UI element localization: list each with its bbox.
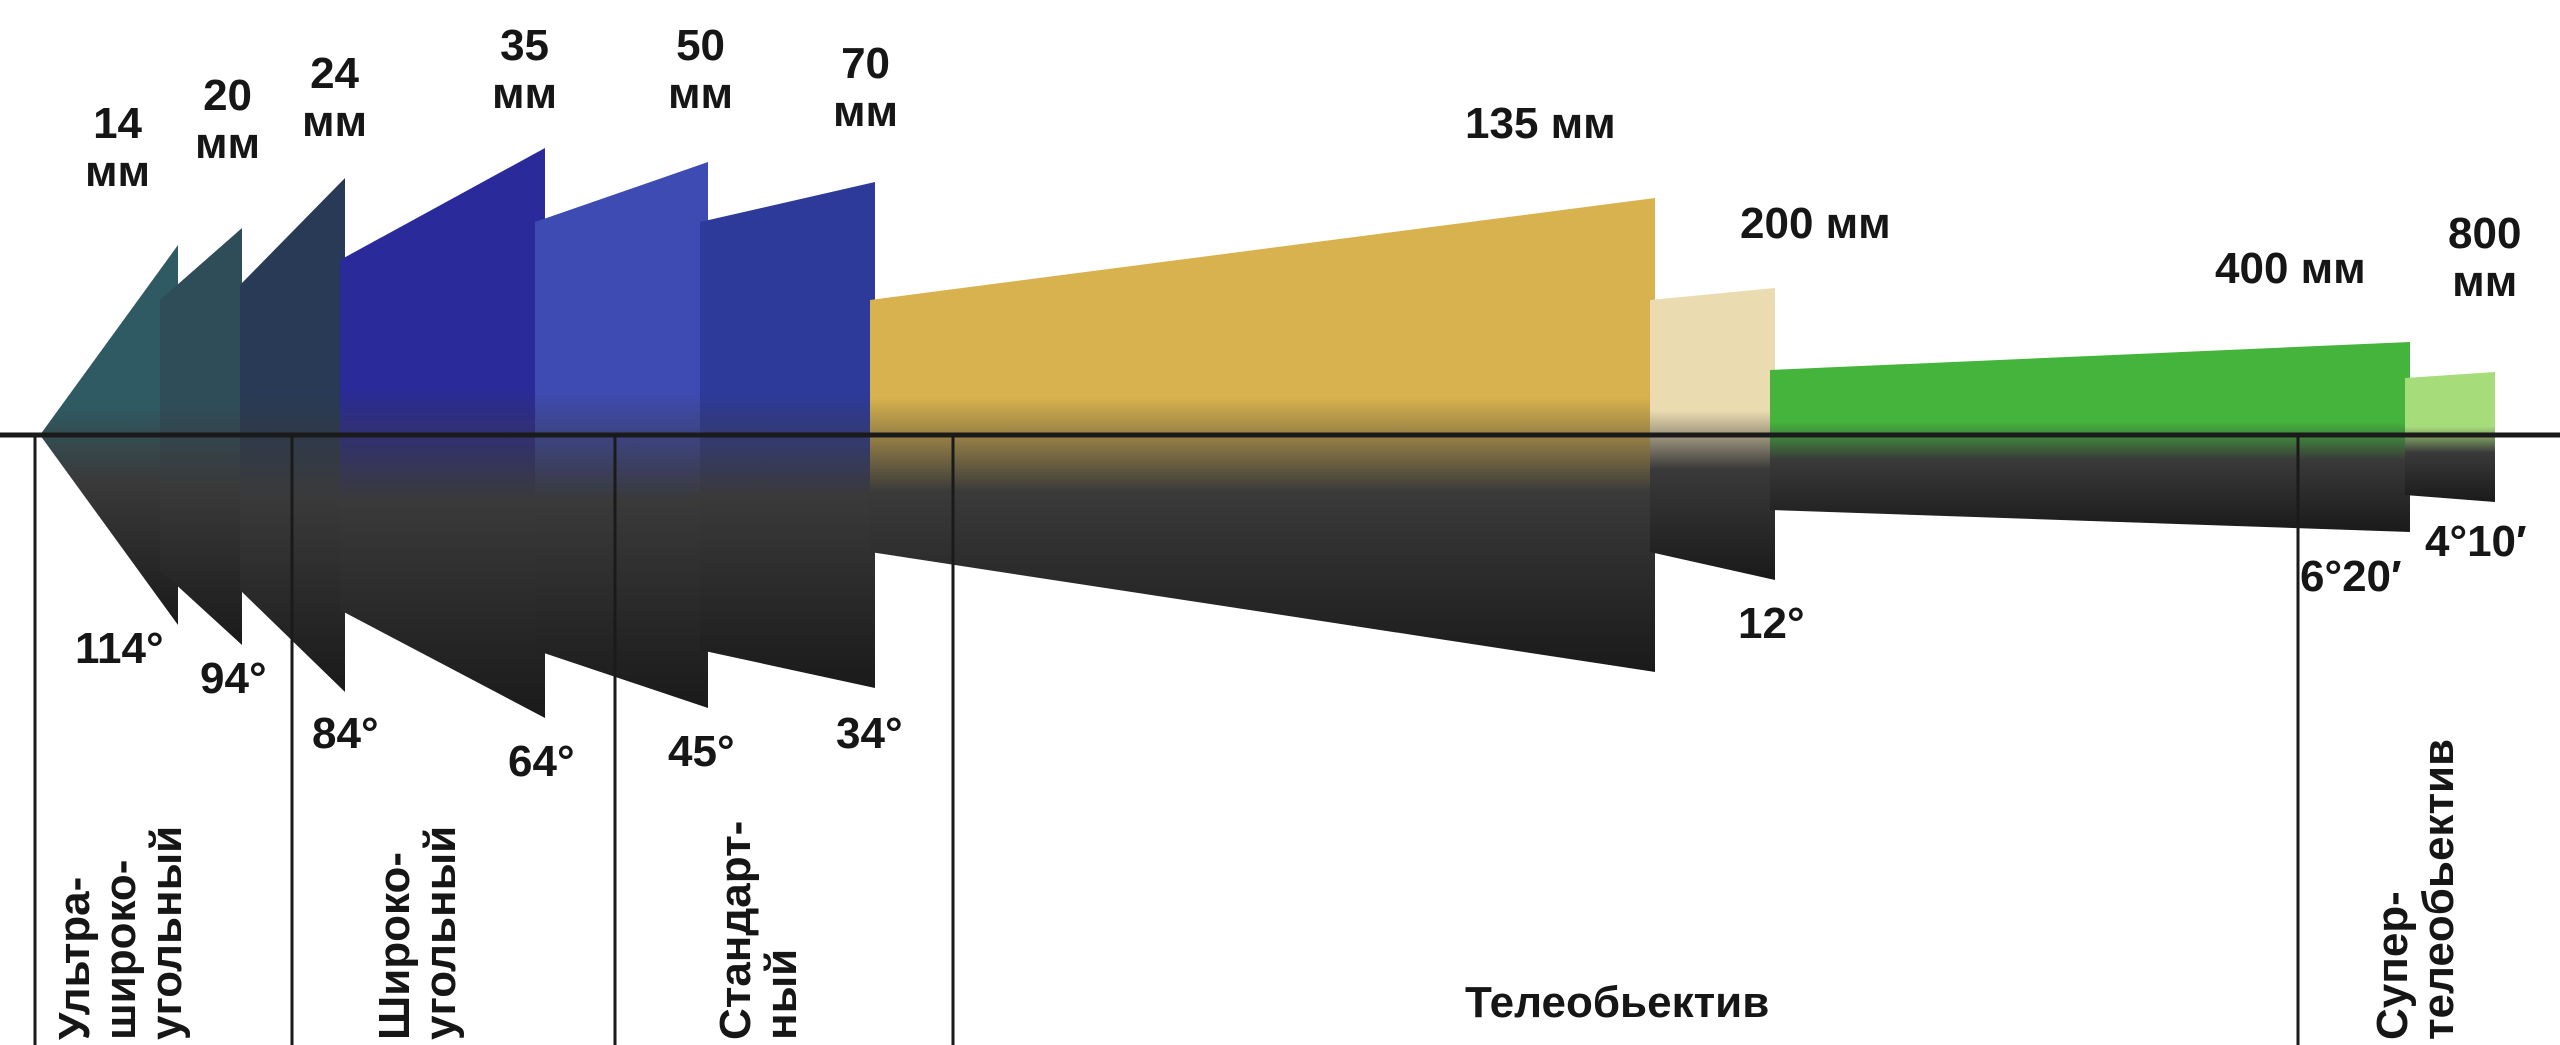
focal-label-135: 135 мм	[1465, 99, 1616, 148]
angle-label-800: 4°10′	[2425, 517, 2527, 566]
angle-label-70: 34°	[836, 709, 903, 758]
divider-lines	[0, 432, 2560, 1045]
angle-label-35: 64°	[508, 737, 575, 786]
angle-label-14: 114°	[75, 624, 164, 673]
angle-label-50: 45°	[668, 727, 735, 776]
angle-label-400: 6°20′	[2300, 552, 2402, 601]
category-super-tele-label: Супер- телеобьектив	[2368, 738, 2464, 1040]
category-wide-label: Широко- угольный	[370, 825, 466, 1040]
category-tele-label: Телеобьектив	[1465, 978, 1770, 1027]
focal-label-800: 800 мм	[2448, 209, 2522, 307]
angle-label-24: 84°	[312, 709, 379, 758]
angle-label-200: 12°	[1738, 599, 1805, 648]
focal-label-24: 24 мм	[302, 49, 368, 147]
focal-label-70: 70 мм	[833, 39, 899, 137]
angle-label-20: 94°	[200, 654, 267, 703]
category-ultra-wide-label: Ультра- ширoко- угольный	[50, 825, 192, 1040]
focal-label-35: 35 мм	[492, 21, 558, 119]
focal-label-14: 14 мм	[85, 99, 151, 197]
category-standard-label: Стандарт- ный	[711, 820, 807, 1040]
focal-label-20: 20 мм	[195, 71, 261, 169]
focal-label-200: 200 мм	[1740, 199, 1891, 248]
focal-label-400: 400 мм	[2215, 244, 2366, 293]
focal-label-50: 50 мм	[668, 21, 734, 119]
